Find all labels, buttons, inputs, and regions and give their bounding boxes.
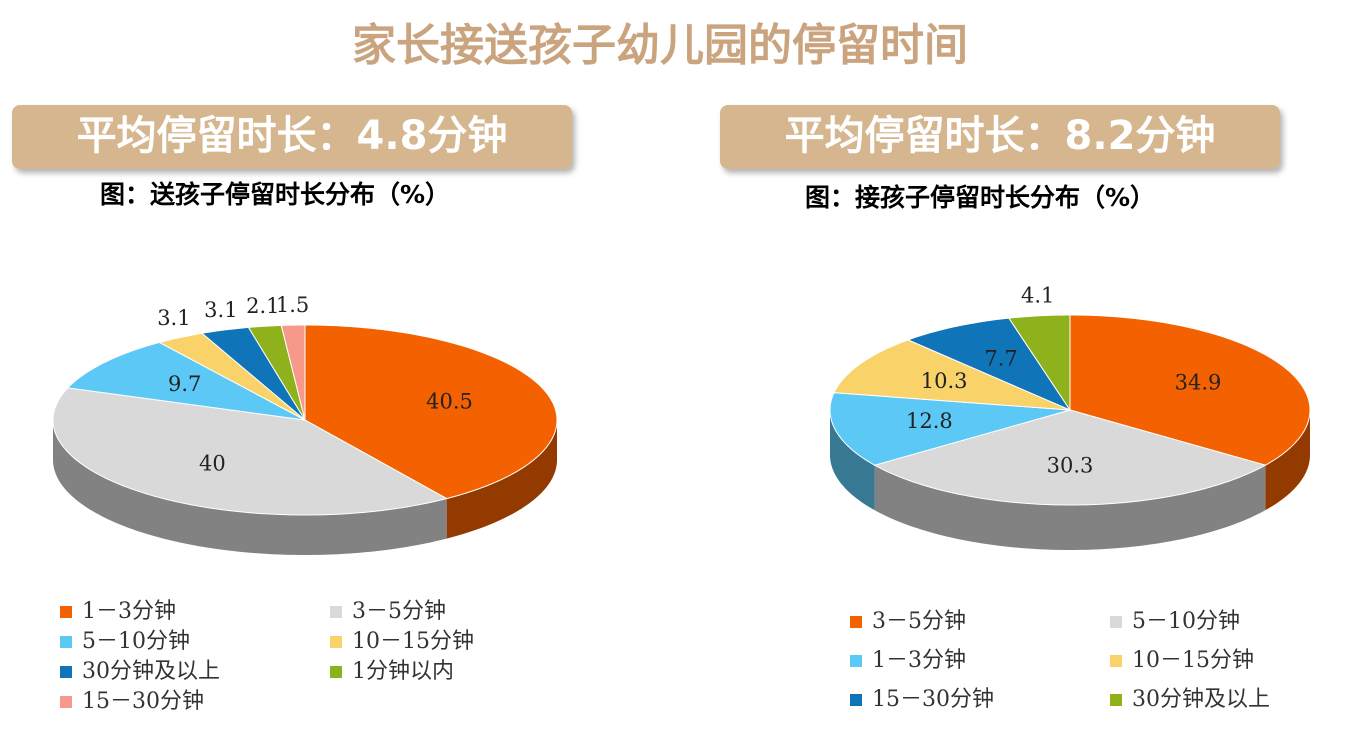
slice <box>158 332 306 421</box>
legend-swatch <box>60 696 72 708</box>
legend-label: 3－5分钟 <box>872 609 966 634</box>
legend-label: 1分钟以内 <box>352 659 454 684</box>
slice-side <box>446 420 557 539</box>
slice <box>200 326 306 421</box>
data-label: 4.1 <box>1021 284 1054 308</box>
legend-label: 30分钟及以上 <box>1132 687 1270 712</box>
data-label: 12.8 <box>906 409 953 433</box>
data-label: 1.5 <box>276 293 309 317</box>
legend-label: 10－15分钟 <box>352 629 474 654</box>
legend-swatch <box>60 636 72 648</box>
legend-label: 15－30分钟 <box>872 687 994 712</box>
banner: 平均停留时长：4.8分钟 <box>77 113 508 159</box>
slice <box>833 339 1071 411</box>
banner-box <box>12 105 572 169</box>
data-label: 34.9 <box>1175 370 1222 394</box>
legend-swatch <box>330 666 342 678</box>
legend-label: 1－3分钟 <box>872 648 966 673</box>
legend-swatch <box>330 636 342 648</box>
legend-swatch <box>1110 655 1122 667</box>
slice <box>304 324 558 500</box>
slice <box>66 341 306 421</box>
slice <box>906 317 1072 412</box>
data-label: 10.3 <box>921 369 968 393</box>
legend-label: 3－5分钟 <box>352 599 446 624</box>
legend-label: 10－15分钟 <box>1132 648 1254 673</box>
legend-swatch <box>330 606 342 618</box>
slice <box>1008 314 1071 412</box>
slice-side <box>1265 410 1310 511</box>
slice <box>52 387 448 516</box>
banner: 平均停留时长：8.2分钟 <box>785 113 1216 159</box>
chart-title: 图：接孩子停留时长分布（%） <box>805 183 1155 212</box>
data-label: 7.7 <box>984 346 1017 370</box>
legend-label: 5－10分钟 <box>1132 609 1240 634</box>
page-title: 家长接送孩子幼儿园的停留时间 <box>352 20 968 71</box>
slice <box>829 392 1071 466</box>
legend-swatch <box>60 666 72 678</box>
legend-swatch <box>60 606 72 618</box>
slice-side <box>874 465 1266 550</box>
legend-label: 5－10分钟 <box>82 629 190 654</box>
chart-title: 图：送孩子停留时长分布（%） <box>100 180 450 209</box>
data-label: 3.1 <box>157 306 190 330</box>
legend-label: 30分钟及以上 <box>82 659 220 684</box>
slice-side <box>830 410 875 511</box>
data-label: 40 <box>199 452 226 476</box>
data-label: 2.1 <box>246 294 279 318</box>
slice <box>247 324 306 421</box>
data-label: 3.1 <box>204 298 237 322</box>
data-label: 9.7 <box>168 372 201 396</box>
legend-swatch <box>850 694 862 706</box>
slice <box>1069 314 1311 466</box>
legend-label: 1－3分钟 <box>82 599 176 624</box>
data-label: 40.5 <box>426 390 473 414</box>
legend-swatch <box>1110 694 1122 706</box>
banner-box <box>720 105 1280 169</box>
data-label: 30.3 <box>1047 454 1094 478</box>
slice-side <box>53 420 447 555</box>
slice <box>280 324 306 421</box>
slice <box>873 409 1267 506</box>
legend-label: 15－30分钟 <box>82 689 204 714</box>
legend-swatch <box>850 655 862 667</box>
legend-swatch <box>850 616 862 628</box>
legend-swatch <box>1110 616 1122 628</box>
